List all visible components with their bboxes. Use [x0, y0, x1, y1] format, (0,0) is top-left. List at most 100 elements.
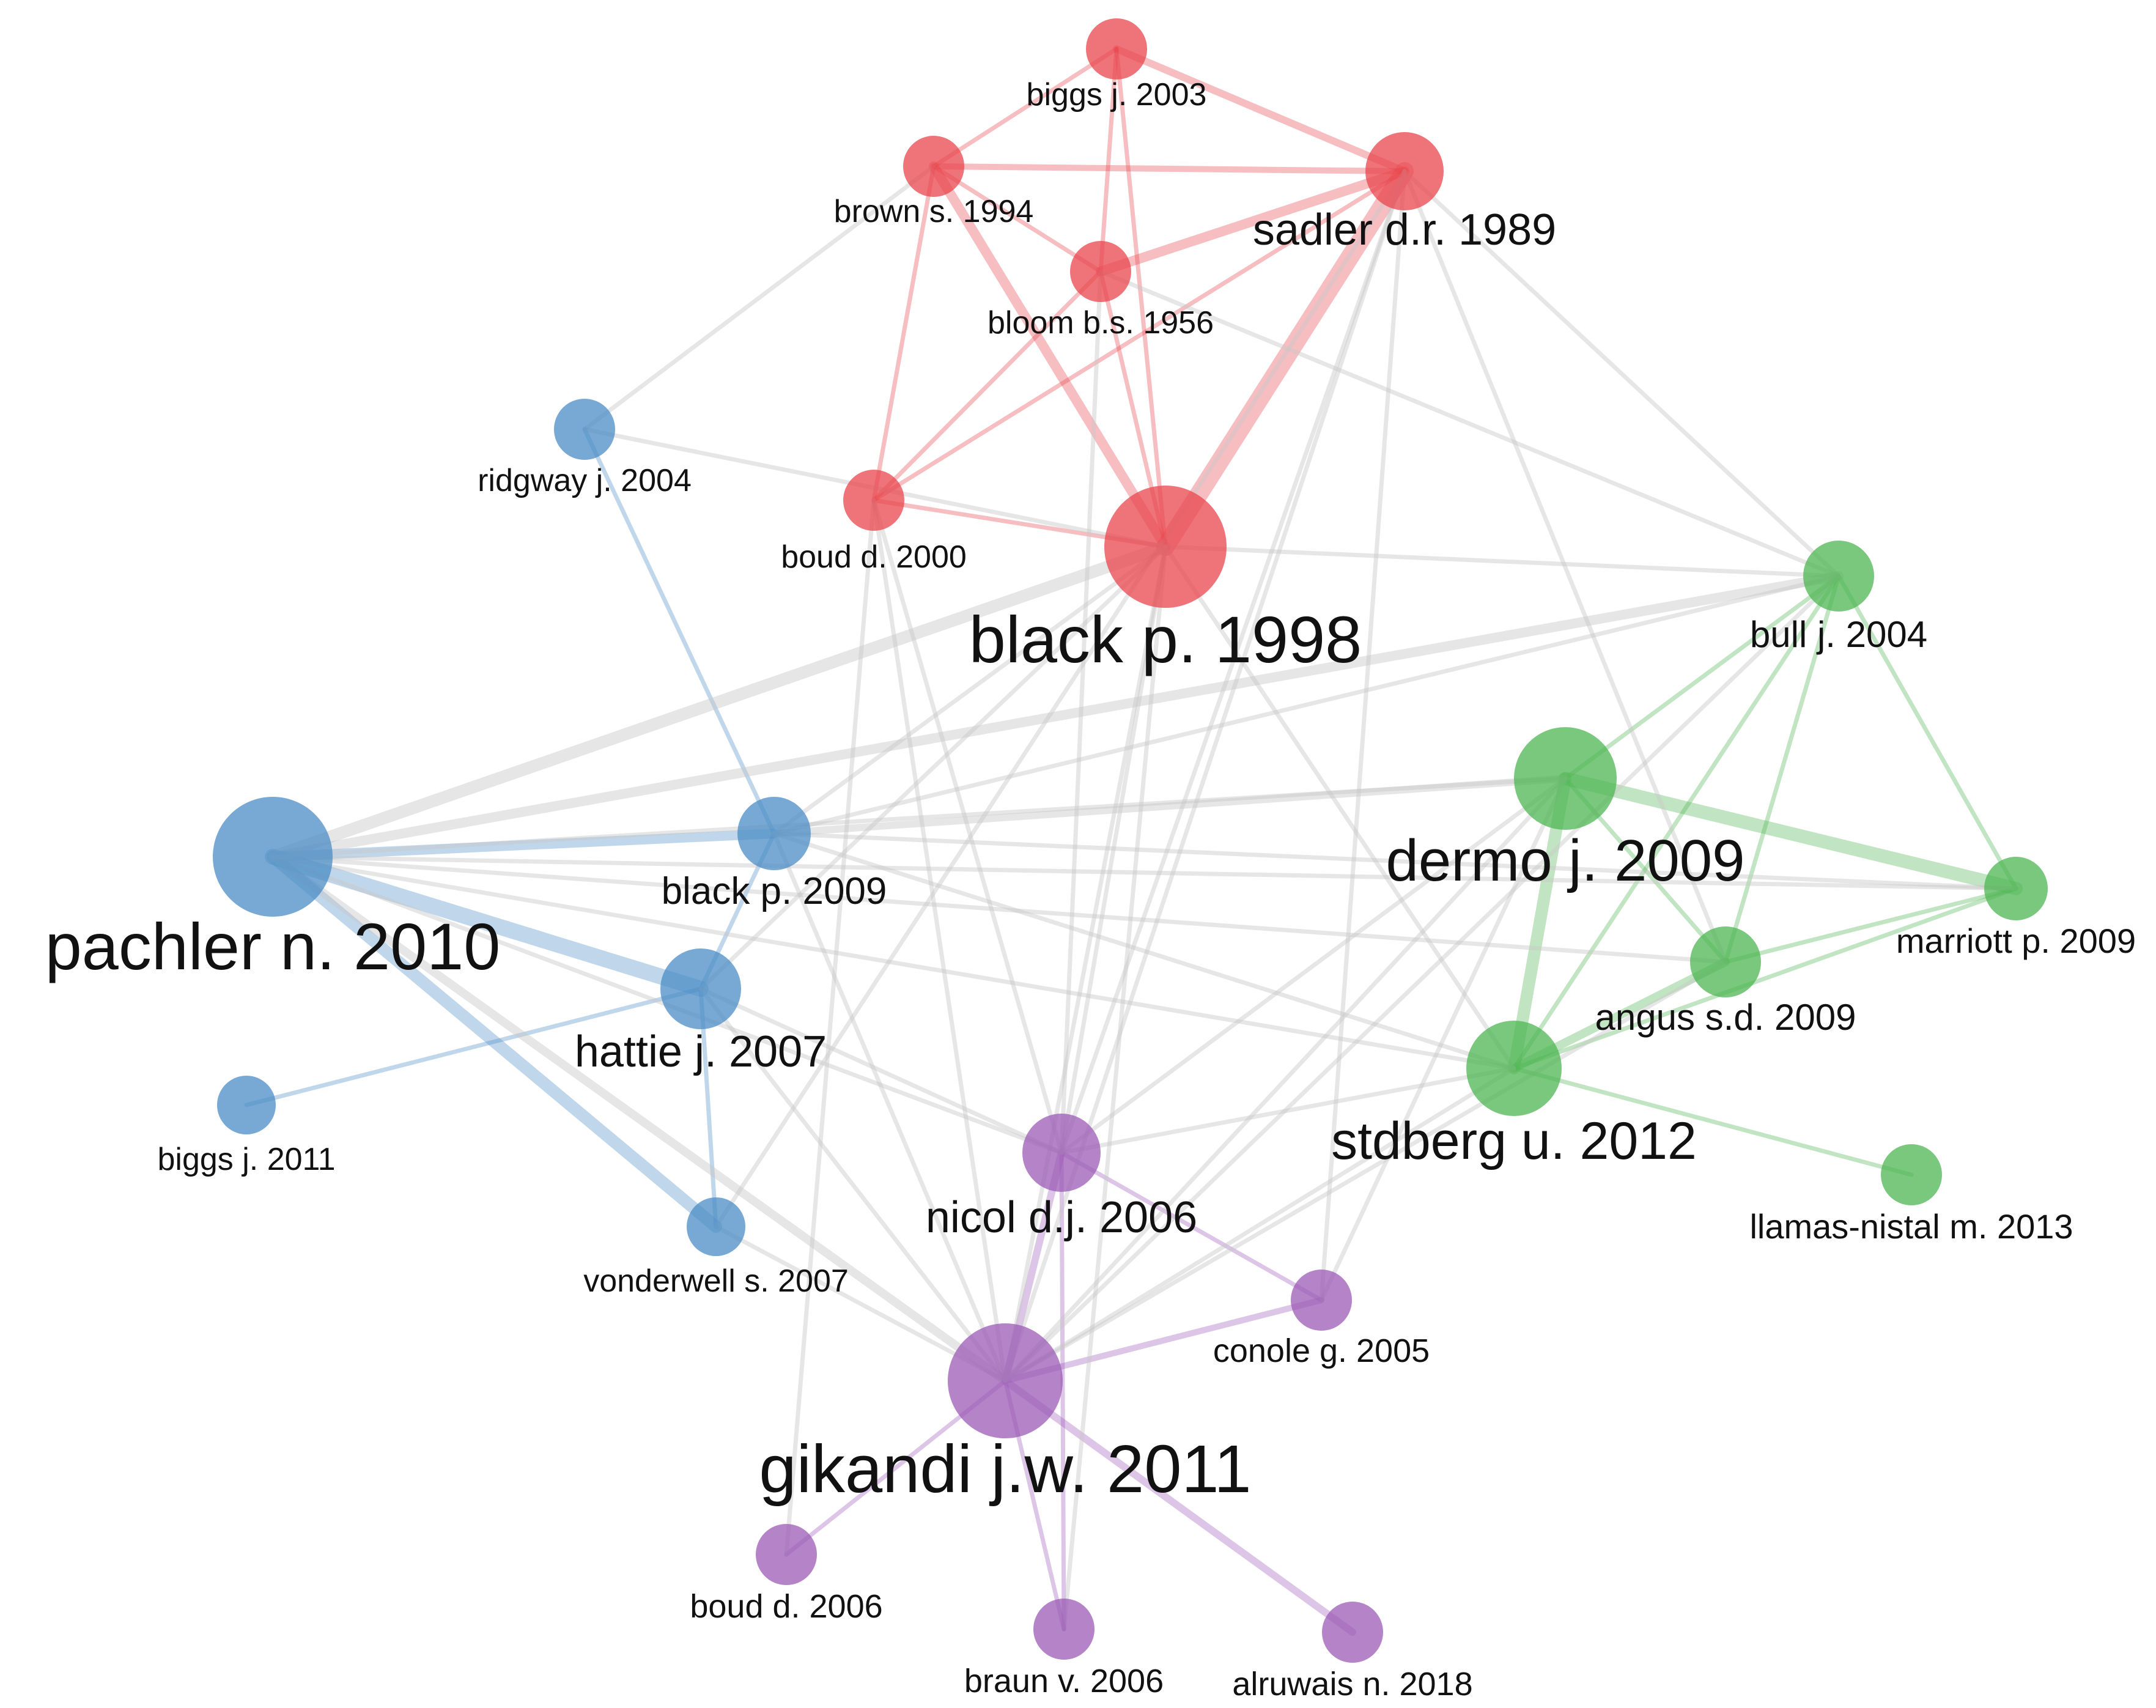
- node-label-braun2006: braun v. 2006: [964, 1663, 1164, 1699]
- edge-bloom1956-sadler1989: [1096, 166, 1409, 276]
- edge-pachler2010-bull2004: [268, 571, 1844, 862]
- edge-pachler2010-black2009: [268, 829, 779, 862]
- node-boud2000[interactable]: [843, 470, 904, 531]
- node-marriott2009[interactable]: [1984, 857, 2048, 920]
- edge-hattie2007-gikandi2011: [698, 986, 1008, 1383]
- edge-bloom1956-boud2000: [871, 269, 1103, 503]
- node-label-bull2004: bull j. 2004: [1750, 614, 1927, 655]
- node-conole2005[interactable]: [1291, 1270, 1352, 1331]
- node-biggs2003[interactable]: [1086, 18, 1147, 79]
- node-black2009[interactable]: [737, 797, 811, 870]
- edge-layer: [244, 45, 2023, 1636]
- node-label-dermo2009: dermo j. 2009: [1386, 828, 1744, 893]
- edge-black2009-gikandi2011: [772, 831, 1008, 1383]
- edge-marriott2009-angus2009: [1723, 886, 2018, 964]
- node-ridgway2004[interactable]: [554, 399, 615, 460]
- node-label-sadler1989: sadler d.r. 1989: [1253, 205, 1556, 254]
- edge-hattie2007-nicol2006: [698, 986, 1064, 1155]
- edge-biggs2003-black1998: [1114, 46, 1168, 549]
- node-stdberg2012[interactable]: [1466, 1021, 1562, 1116]
- node-sadler1989[interactable]: [1365, 132, 1444, 210]
- edge-black1998-bull2004: [1163, 544, 1841, 579]
- edge-pachler2010-dermo2009: [270, 776, 1568, 859]
- edge-gikandi2011-stdberg2012: [1003, 1066, 1516, 1383]
- node-brown1994[interactable]: [903, 136, 964, 197]
- edge-sadler1989-angus2009: [1402, 169, 1728, 964]
- edge-bloom1956-nicol2006: [1059, 269, 1103, 1155]
- node-label-conole2005: conole g. 2005: [1213, 1333, 1430, 1369]
- node-label-nicol2006: nicol d.j. 2006: [926, 1193, 1197, 1242]
- edge-brown1994-bloom1956: [931, 164, 1103, 274]
- edge-brown1994-ridgway2004: [582, 164, 936, 432]
- node-label-black1998: black p. 1998: [969, 602, 1362, 676]
- node-label-boud2006: boud d. 2006: [690, 1588, 882, 1625]
- node-label-bloom1956: bloom b.s. 1956: [988, 305, 1214, 341]
- node-label-vonderwell2007: vonderwell s. 2007: [583, 1263, 849, 1299]
- node-gikandi2011[interactable]: [948, 1323, 1063, 1438]
- edge-pachler2010-vonderwell2007: [267, 851, 722, 1233]
- node-llamas2013[interactable]: [1881, 1144, 1942, 1205]
- edge-sadler1989-boud2000: [871, 169, 1407, 503]
- node-alruwais2018[interactable]: [1322, 1602, 1383, 1663]
- node-label-boud2000: boud d. 2000: [781, 539, 967, 575]
- node-label-alruwais2018: alruwais n. 2018: [1232, 1666, 1472, 1702]
- edge-brown1994-black1998: [929, 161, 1170, 552]
- edge-sadler1989-nicol2006: [1059, 169, 1407, 1155]
- node-label-ridgway2004: ridgway j. 2004: [478, 463, 692, 498]
- node-vonderwell2007[interactable]: [687, 1197, 745, 1256]
- edge-biggs2003-sadler1989: [1113, 45, 1408, 175]
- edge-braun2006-black1998: [1061, 544, 1168, 1632]
- edge-bull2004-dermo2009: [1563, 574, 1841, 781]
- node-black1998[interactable]: [1104, 486, 1227, 608]
- node-label-brown1994: brown s. 1994: [834, 194, 1034, 229]
- node-bull2004[interactable]: [1803, 541, 1874, 612]
- edge-boud2000-nicol2006: [871, 498, 1064, 1155]
- edge-brown1994-boud2000: [871, 164, 936, 503]
- edge-biggs2011-hattie2007: [244, 986, 703, 1107]
- edge-biggs2003-bloom1956: [1098, 46, 1119, 274]
- edge-boud2000-gikandi2011: [871, 498, 1008, 1383]
- node-label-biggs2011: biggs j. 2011: [157, 1142, 335, 1177]
- edge-nicol2006-conole2005: [1059, 1150, 1324, 1303]
- edge-black2009-dermo2009: [770, 775, 1569, 837]
- edge-gikandi2011-angus2009: [1003, 959, 1728, 1383]
- edge-pachler2010-stdberg2012: [270, 854, 1516, 1071]
- edge-sadler1989-conole2005: [1319, 169, 1407, 1303]
- node-boud2006[interactable]: [756, 1524, 817, 1585]
- node-nicol2006[interactable]: [1022, 1114, 1101, 1192]
- node-angus2009[interactable]: [1690, 926, 1761, 997]
- node-braun2006[interactable]: [1033, 1599, 1095, 1660]
- node-biggs2011[interactable]: [217, 1076, 276, 1134]
- edge-nicol2006-stdberg2012: [1059, 1066, 1516, 1155]
- edge-hattie2007-black1998: [698, 544, 1168, 991]
- edge-black1998-black2009: [772, 544, 1168, 836]
- edge-black1998-stdberg2012: [1163, 544, 1516, 1071]
- edge-pachler2010-marriott2009: [270, 854, 2018, 891]
- edge-boud2000-boud2006: [784, 498, 876, 1557]
- node-layer: [213, 18, 2048, 1663]
- node-hattie2007[interactable]: [660, 948, 741, 1029]
- edge-black2009-stdberg2012: [772, 831, 1516, 1071]
- edge-gikandi2011-dermo2009: [1003, 776, 1568, 1383]
- edge-black1998-gikandi2011: [1003, 544, 1168, 1383]
- node-label-hattie2007: hattie j. 2007: [575, 1027, 827, 1076]
- edge-bull2004-marriott2009: [1836, 574, 2018, 891]
- edge-black2009-bull2004: [772, 574, 1841, 836]
- edge-brown1994-sadler1989: [931, 163, 1408, 174]
- edge-black1998-nicol2006: [1059, 544, 1168, 1155]
- node-dermo2009[interactable]: [1514, 727, 1617, 830]
- label-layer: biggs j. 2003 brown s. 1994 sadler d.r. 19…: [45, 77, 2136, 1702]
- edge-sadler1989-vonderwell2007: [714, 169, 1407, 1229]
- edge-stdberg2012-llamas2013: [1512, 1066, 1914, 1177]
- node-label-llamas2013: llamas-nistal m. 2013: [1749, 1207, 2073, 1246]
- edge-biggs2003-brown1994: [931, 46, 1119, 169]
- edge-gikandi2011-bull2004: [1003, 574, 1841, 1383]
- node-pachler2010[interactable]: [213, 797, 333, 917]
- node-bloom1956[interactable]: [1070, 241, 1131, 302]
- edge-black2009-marriott2009: [772, 831, 2018, 891]
- edge-sadler1989-black1998: [1156, 162, 1414, 556]
- edge-sadler1989-bull2004: [1402, 169, 1841, 579]
- edge-conole2005-dermo2009: [1319, 776, 1568, 1303]
- edge-marriott2009-stdberg2012: [1512, 886, 2018, 1071]
